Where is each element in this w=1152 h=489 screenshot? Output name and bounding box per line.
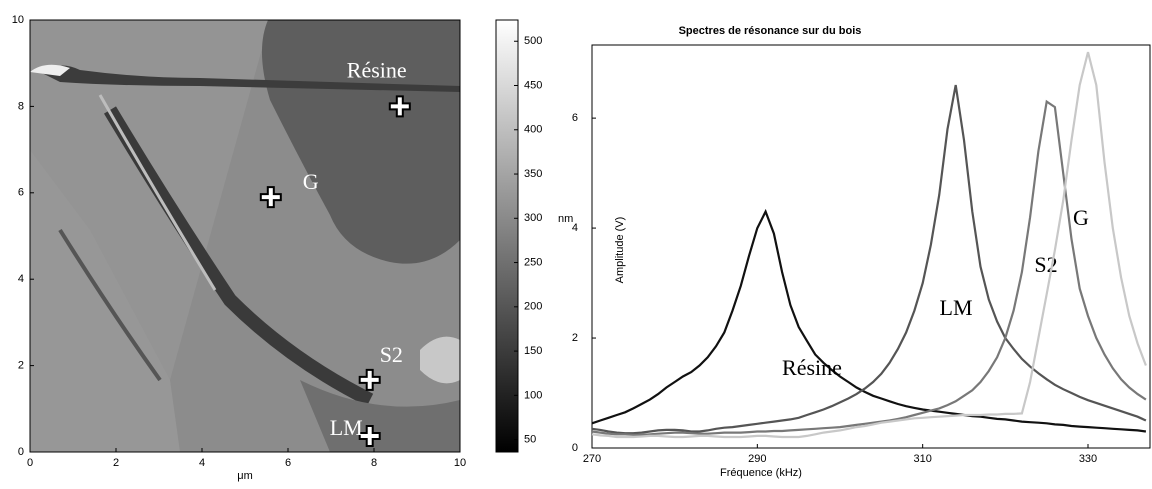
point-label: S2 xyxy=(380,342,403,367)
x-tick-label: 4 xyxy=(199,457,205,469)
series-line xyxy=(591,84,1147,435)
y-tick-label: 6 xyxy=(18,187,24,199)
point-marker xyxy=(259,186,282,209)
image-frame xyxy=(29,19,461,453)
cross xyxy=(358,368,381,391)
point-marker xyxy=(358,368,381,391)
colorbar-tick-label: 250 xyxy=(524,256,542,268)
series-line xyxy=(591,51,1147,439)
afm-image xyxy=(30,20,460,452)
x-tick-label: 8 xyxy=(371,457,377,469)
x-tick-label: 330 xyxy=(1079,453,1097,465)
x-tick-label: 2 xyxy=(113,457,119,469)
point-marker xyxy=(358,425,381,448)
y-tick-label: 8 xyxy=(18,100,24,112)
series-label: G xyxy=(1073,205,1089,230)
x-tick-label: 6 xyxy=(285,457,291,469)
y-tick-label: 0 xyxy=(572,442,578,454)
colorbar-tick-label: 500 xyxy=(524,35,542,47)
point-marker xyxy=(388,95,411,118)
colorbar-tick-label: 200 xyxy=(524,301,542,313)
series-line xyxy=(591,208,1147,433)
cross xyxy=(358,425,381,448)
colorbar-tick-label: 150 xyxy=(524,345,542,357)
x-tick-label: 0 xyxy=(27,457,33,469)
y-tick-label: 4 xyxy=(572,222,578,234)
x-axis-label: Fréquence (kHz) xyxy=(720,467,802,479)
x-tick-label: 290 xyxy=(748,453,766,465)
colorbar-tick-label: 450 xyxy=(524,79,542,91)
colorbar-tick-label: 400 xyxy=(524,124,542,136)
point-label: Résine xyxy=(347,57,407,82)
plot-frame xyxy=(591,44,1151,449)
chart-title: Spectres de résonance sur du bois xyxy=(679,25,862,37)
y-tick-label: 2 xyxy=(572,332,578,344)
x-tick-label: 270 xyxy=(583,453,601,465)
cross xyxy=(259,186,282,209)
series-label: LM xyxy=(940,295,973,320)
point-label: LM xyxy=(330,415,363,440)
x-axis-label: μm xyxy=(237,470,253,482)
colorbar xyxy=(495,19,519,453)
y-tick-label: 10 xyxy=(12,14,24,26)
colorbar-label: nm xyxy=(558,213,573,225)
point-label: G xyxy=(303,169,319,194)
x-tick-label: 310 xyxy=(913,453,931,465)
colorbar-tick-label: 50 xyxy=(524,434,536,446)
y-tick-label: 2 xyxy=(18,360,24,372)
y-axis-label: Amplitude (V) xyxy=(614,217,626,284)
y-tick-label: 4 xyxy=(18,273,24,285)
colorbar-tick-label: 350 xyxy=(524,168,542,180)
y-tick-label: 0 xyxy=(18,446,24,458)
x-tick-label: 10 xyxy=(454,457,466,469)
colorbar-tick-label: 100 xyxy=(524,389,542,401)
cross xyxy=(388,95,411,118)
series-label: Résine xyxy=(782,355,842,380)
colorbar-tick-label: 300 xyxy=(524,212,542,224)
series-line xyxy=(591,99,1147,436)
y-tick-label: 6 xyxy=(572,112,578,124)
